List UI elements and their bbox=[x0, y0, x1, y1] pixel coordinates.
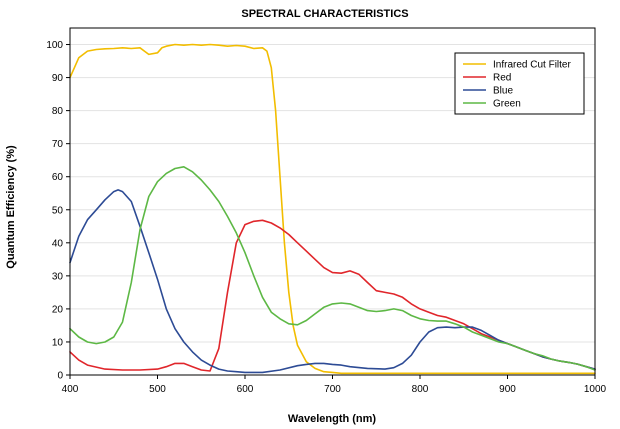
y-axis-label: Quantum Efficiency (%) bbox=[5, 145, 17, 269]
x-tick-label: 900 bbox=[499, 384, 516, 395]
series-lines bbox=[69, 43, 596, 375]
legend-label-infrared-cut-filter: Infrared Cut Filter bbox=[493, 60, 571, 71]
x-tick-label: 500 bbox=[149, 384, 166, 395]
y-tick-label: 100 bbox=[46, 40, 63, 51]
y-tick-label: 40 bbox=[52, 238, 64, 249]
legend-label-blue: Blue bbox=[493, 86, 513, 97]
x-tick-label: 800 bbox=[412, 384, 429, 395]
legend: Infrared Cut Filter Red Blue Green bbox=[454, 52, 585, 115]
legend-label-red: Red bbox=[493, 73, 511, 84]
legend-items: Infrared Cut Filter Red Blue Green bbox=[463, 60, 571, 110]
y-tick-label: 70 bbox=[52, 139, 64, 150]
x-axis-ticks: 400 500 600 700 800 900 1000 bbox=[62, 375, 607, 395]
x-tick-label: 1000 bbox=[584, 384, 607, 395]
y-tick-label: 90 bbox=[52, 73, 64, 84]
gridlines bbox=[70, 44, 595, 343]
x-tick-label: 600 bbox=[237, 384, 254, 395]
series-line-infrared-cut-filter bbox=[69, 43, 596, 375]
chart-title: SPECTRAL CHARACTERISTICS bbox=[241, 8, 408, 20]
series-line-blue bbox=[69, 189, 596, 374]
y-tick-label: 80 bbox=[52, 106, 64, 117]
series-line-green bbox=[69, 166, 596, 371]
legend-label-green: Green bbox=[493, 99, 521, 110]
y-tick-label: 20 bbox=[52, 304, 64, 315]
y-axis-ticks: 0 10 20 30 40 50 60 70 80 90 100 bbox=[46, 40, 70, 382]
x-tick-label: 400 bbox=[62, 384, 79, 395]
y-tick-label: 60 bbox=[52, 172, 64, 183]
x-axis-label: Wavelength (nm) bbox=[288, 413, 377, 425]
y-tick-label: 0 bbox=[57, 371, 63, 382]
legend-box bbox=[454, 52, 585, 115]
y-tick-label: 10 bbox=[52, 337, 64, 348]
x-tick-label: 700 bbox=[324, 384, 341, 395]
y-tick-label: 30 bbox=[52, 271, 64, 282]
y-tick-label: 50 bbox=[52, 205, 64, 216]
